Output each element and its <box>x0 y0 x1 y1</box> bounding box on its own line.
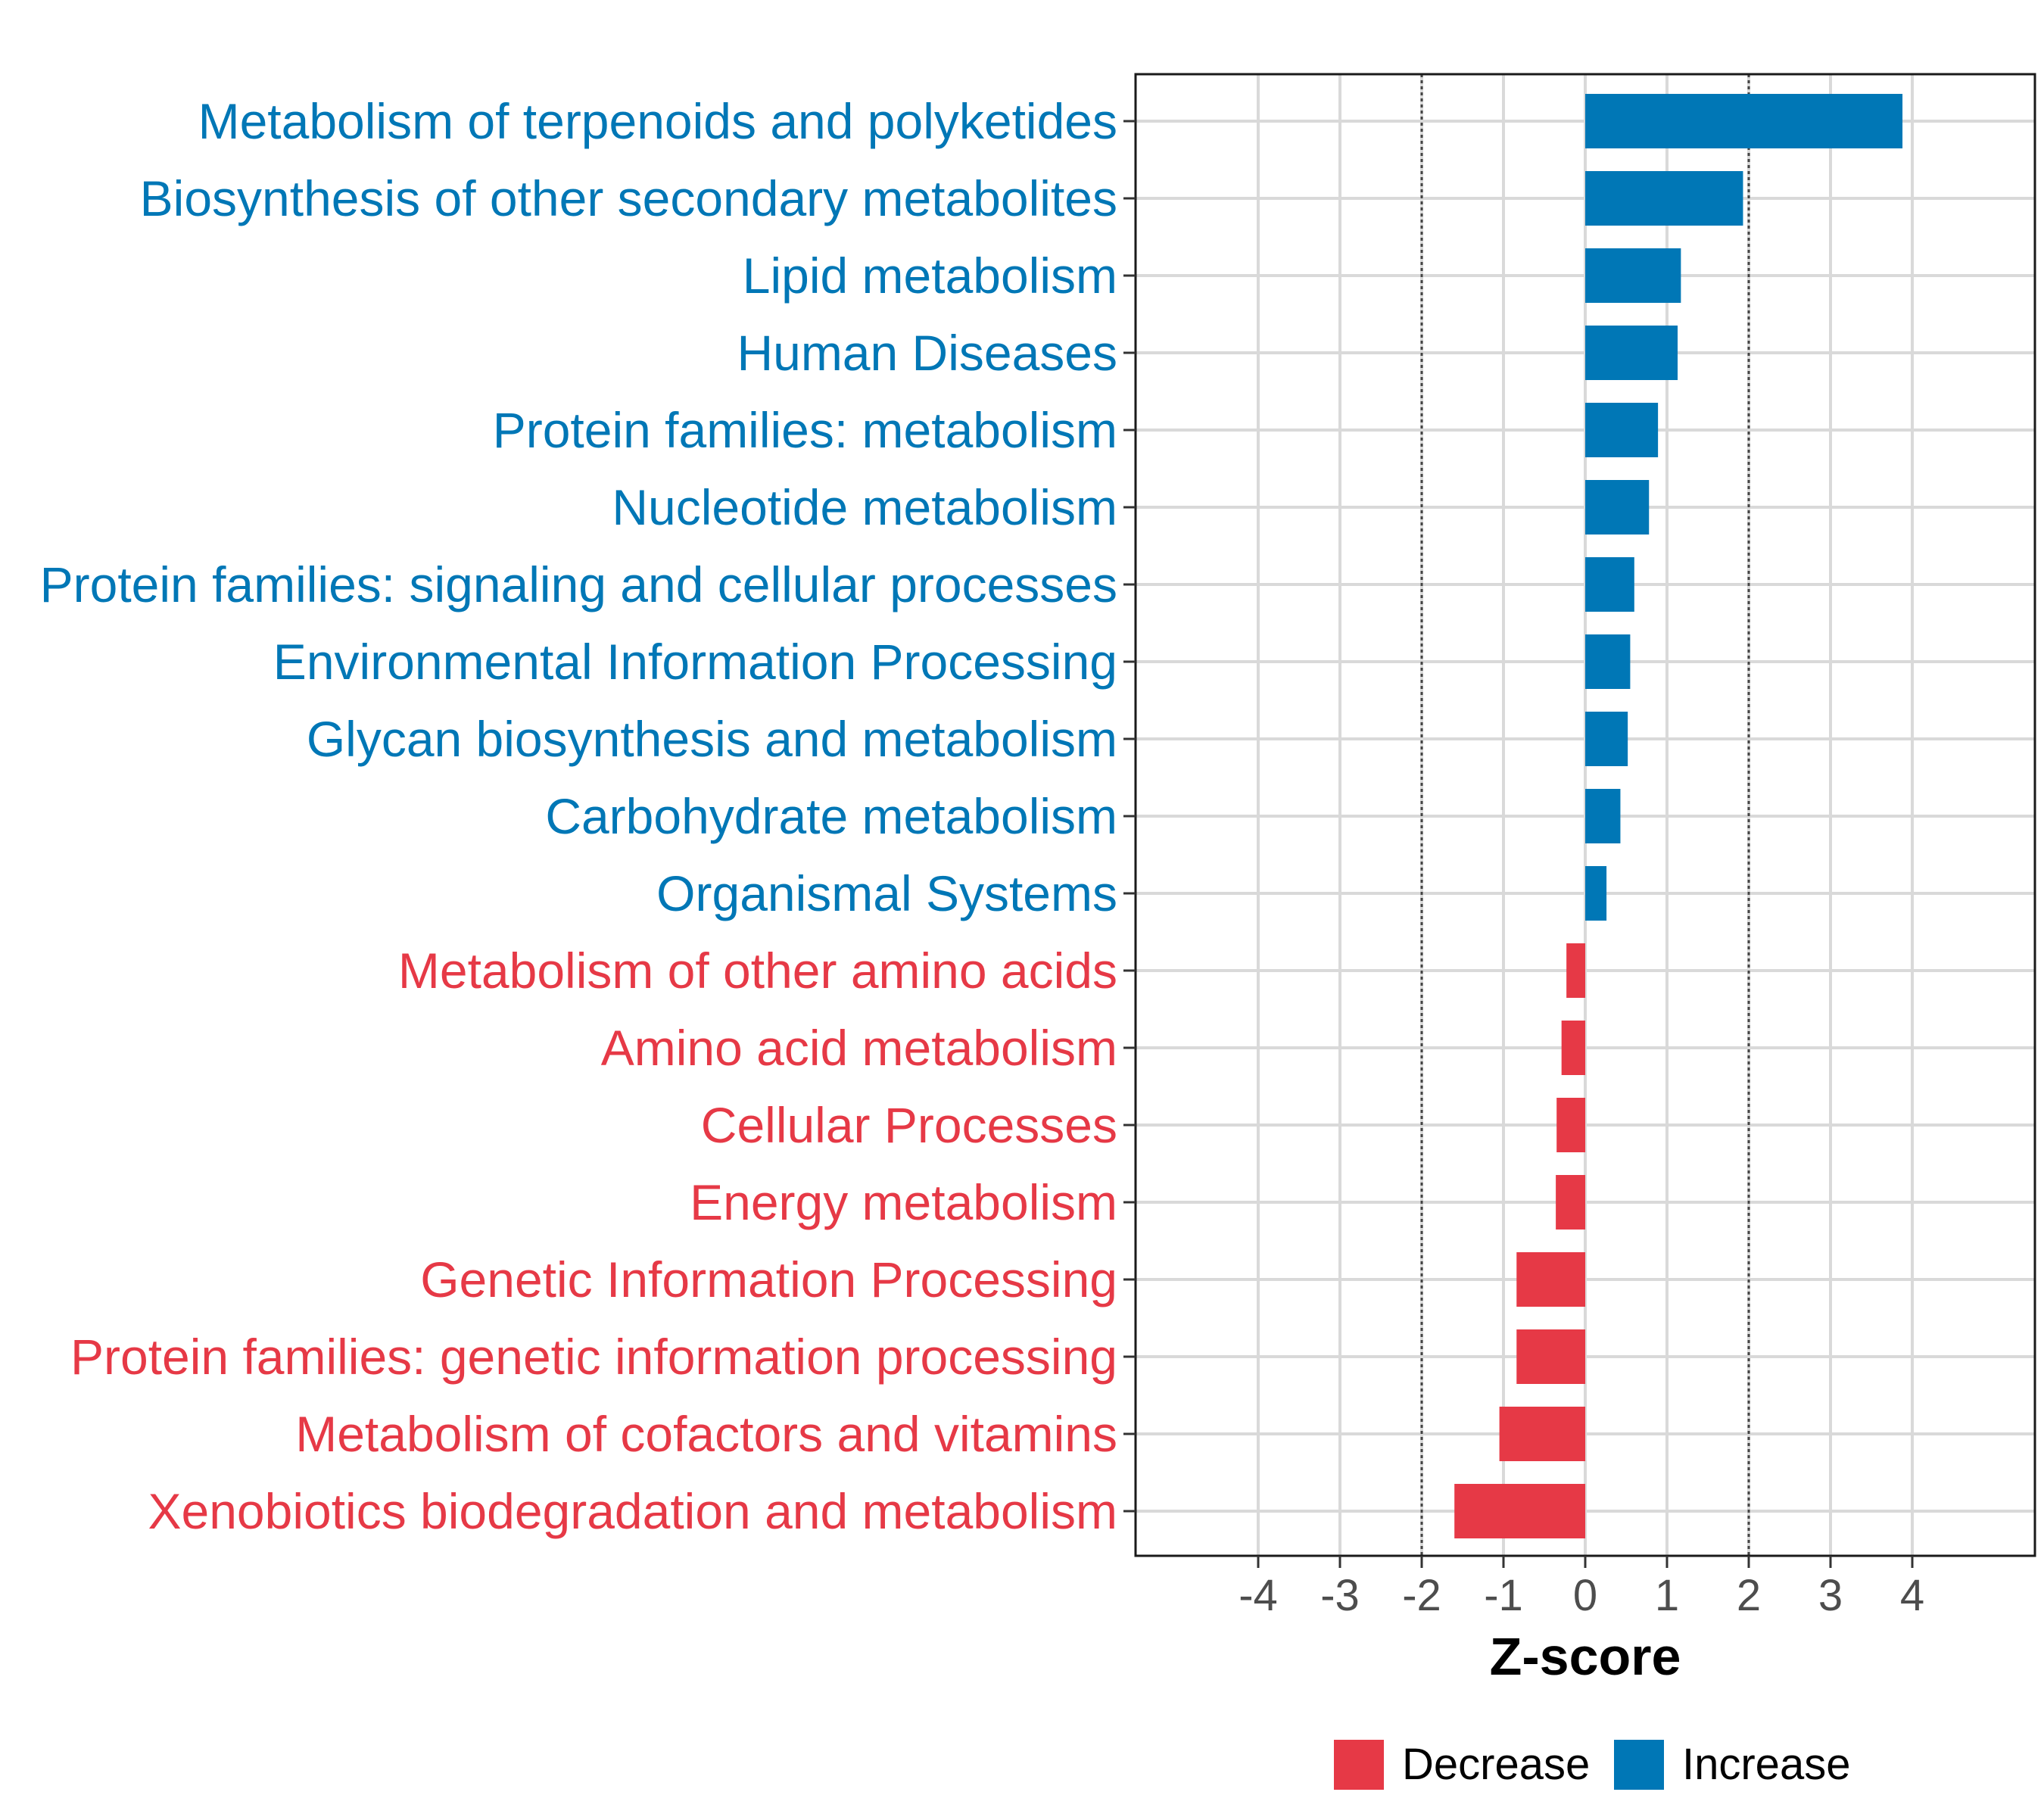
bar <box>1585 634 1631 689</box>
x-tick-label: -1 <box>1484 1571 1523 1620</box>
category-label: Amino acid metabolism <box>601 1020 1117 1076</box>
x-tick-label: 0 <box>1573 1571 1597 1620</box>
category-label: Metabolism of cofactors and vitamins <box>295 1406 1117 1462</box>
legend-label: Increase <box>1682 1740 1850 1789</box>
y-axis-ticks <box>1123 120 1136 1513</box>
bar <box>1585 557 1634 612</box>
x-tick-label: 4 <box>1900 1571 1924 1620</box>
bars <box>1454 94 1903 1538</box>
bar <box>1561 1021 1585 1075</box>
category-label: Xenobiotics biodegradation and metabolis… <box>148 1483 1118 1539</box>
bar <box>1556 1098 1585 1152</box>
category-label: Genetic Information Processing <box>420 1251 1117 1307</box>
bar <box>1516 1252 1585 1307</box>
bar <box>1585 789 1621 843</box>
bar <box>1585 866 1607 921</box>
bar <box>1585 403 1659 457</box>
legend-key-decrease <box>1334 1740 1384 1790</box>
category-label: Carbohydrate metabolism <box>545 788 1117 844</box>
category-label: Human Diseases <box>737 325 1117 381</box>
category-label: Metabolism of other amino acids <box>398 943 1117 999</box>
bar <box>1566 943 1585 998</box>
x-tick-label: 1 <box>1655 1571 1679 1620</box>
legend-label: Decrease <box>1402 1740 1590 1789</box>
category-label: Protein families: signaling and cellular… <box>40 556 1117 612</box>
x-tick-label: -3 <box>1320 1571 1360 1620</box>
x-tick-label: -2 <box>1402 1571 1441 1620</box>
bar <box>1556 1175 1585 1230</box>
category-label: Biosynthesis of other secondary metaboli… <box>140 170 1117 226</box>
bar <box>1585 326 1678 380</box>
bar <box>1585 94 1903 148</box>
category-label: Glycan biosynthesis and metabolism <box>307 711 1117 767</box>
x-axis-labels: -4 -3 -2 -1 0 1 2 3 4 <box>1239 1571 1924 1620</box>
threshold-lines <box>1420 74 1750 1556</box>
y-axis-labels: Metabolism of terpenoids and polyketides… <box>40 93 1117 1539</box>
x-axis-title: Z-score <box>1490 1627 1681 1686</box>
category-label: Environmental Information Processing <box>273 634 1117 690</box>
bar <box>1585 480 1650 535</box>
category-label: Energy metabolism <box>690 1174 1117 1230</box>
category-label: Organismal Systems <box>656 865 1117 921</box>
category-label: Metabolism of terpenoids and polyketides <box>198 93 1117 149</box>
category-label: Lipid metabolism <box>743 248 1117 304</box>
bar <box>1585 171 1743 226</box>
bar <box>1454 1484 1585 1538</box>
bar <box>1585 712 1628 766</box>
category-label: Protein families: genetic information pr… <box>70 1329 1117 1385</box>
bar <box>1516 1329 1585 1384</box>
bar <box>1499 1407 1585 1461</box>
bar <box>1585 248 1681 303</box>
x-tick-label: -4 <box>1239 1571 1278 1620</box>
x-tick-label: 2 <box>1737 1571 1761 1620</box>
legend-key-increase <box>1614 1740 1664 1790</box>
category-label: Cellular Processes <box>701 1097 1117 1153</box>
x-axis-ticks <box>1257 1556 1914 1568</box>
legend: Decrease Increase <box>1334 1740 1850 1790</box>
category-label: Protein families: metabolism <box>493 402 1117 458</box>
x-tick-label: 3 <box>1818 1571 1843 1620</box>
category-label: Nucleotide metabolism <box>612 479 1117 535</box>
